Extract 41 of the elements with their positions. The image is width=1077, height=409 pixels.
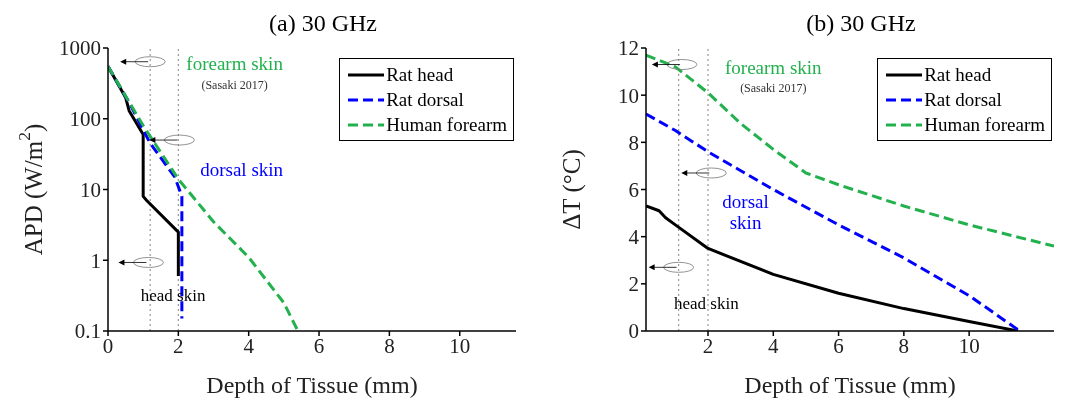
annotation: dorsal skin [722, 191, 769, 234]
x-tick-label: 4 [768, 333, 780, 358]
y-tick-label: 1000 [59, 36, 101, 61]
annotation: (Sasaki 2017) [740, 81, 807, 96]
x-tick-label: 8 [384, 333, 395, 358]
y-axis-title: ΔT (°C) [557, 149, 586, 230]
y-tick-label: 10 [80, 177, 101, 202]
legend-label: Human forearm [386, 113, 507, 137]
annotation: head skin [674, 293, 740, 313]
legend-label: Rat head [386, 63, 454, 87]
y-tick-label: 2 [628, 272, 639, 297]
y-tick-label: 1 [90, 248, 101, 273]
legend-label: Rat dorsal [924, 88, 1002, 112]
legend-label: Human forearm [924, 113, 1045, 137]
x-tick-label: 10 [958, 333, 980, 358]
annotation: (Sasaki 2017) [201, 78, 268, 93]
y-tick-label: 12 [618, 36, 639, 61]
legend-label: Rat dorsal [386, 88, 464, 112]
x-tick-label: 6 [833, 333, 844, 358]
x-tick-label: 10 [449, 333, 471, 358]
x-tick-label: 2 [702, 333, 714, 358]
annotation: dorsal skin [200, 159, 284, 181]
y-tick-label: 8 [628, 130, 639, 155]
y-tick-label: 0.1 [74, 319, 101, 344]
annotation: forearm skin [725, 56, 823, 78]
chart-title: (b) 30 GHz [806, 10, 916, 36]
x-tick-label: 2 [173, 333, 184, 358]
annotation: head skin [140, 286, 206, 306]
x-tick-label: 6 [313, 333, 325, 358]
chart-title: (a) 30 GHz [269, 10, 377, 36]
y-tick-label: 6 [628, 177, 639, 202]
x-axis-title: Depth of Tissue (mm) [744, 372, 956, 398]
line-series [646, 53, 1054, 248]
annotation: forearm skin [186, 53, 284, 75]
y-tick-label: 10 [618, 83, 639, 108]
x-tick-label: 8 [898, 333, 910, 358]
x-tick-label: 4 [243, 333, 255, 358]
y-tick-label: 4 [628, 225, 640, 250]
x-axis-title: Depth of Tissue (mm) [206, 372, 418, 398]
y-tick-label: 100 [69, 107, 101, 132]
legend-label: Rat head [924, 63, 992, 87]
